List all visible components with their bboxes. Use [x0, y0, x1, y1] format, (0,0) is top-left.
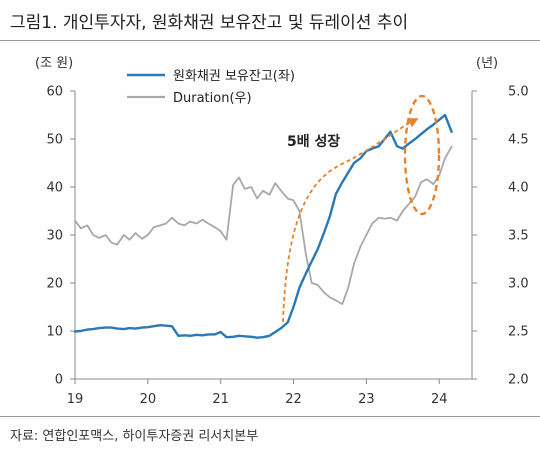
right-tick-label: 4.5: [508, 133, 529, 148]
left-tick-label: 30: [46, 229, 63, 244]
holdings-series-line: [73, 113, 453, 339]
figure-title: 그림1. 개인투자자, 원화채권 보유잔고 및 듀레이션 추이: [10, 13, 409, 33]
legend: 원화채권 보유잔고(좌) Duration(우): [127, 69, 295, 106]
left-tick-label: 0: [55, 373, 63, 388]
right-tick-label: 2.0: [508, 373, 529, 388]
x-tick-label: 22: [285, 392, 302, 407]
annotation: 5배 성장: [282, 94, 441, 323]
source-note: 자료: 연합인포맥스, 하이투자증권 리서치본부: [10, 429, 259, 444]
left-tick-label: 10: [46, 325, 63, 340]
left-axis-unit: (조 원): [35, 56, 73, 71]
right-tick-label: 2.5: [508, 325, 529, 340]
x-tick-label: 21: [212, 392, 229, 407]
annotation-ellipse: [403, 94, 441, 216]
left-tick-label: 40: [46, 181, 63, 196]
annotation-arrow: [282, 118, 419, 323]
left-tick-label: 50: [46, 133, 63, 148]
right-tick-label: 3.5: [508, 229, 529, 244]
title-divider: [0, 40, 540, 41]
x-tick-label: 24: [431, 392, 448, 407]
right-tick-label: 5.0: [508, 85, 529, 100]
x-tick-label: 19: [67, 392, 84, 407]
source-divider: [0, 416, 540, 417]
x-tick-label: 20: [140, 392, 157, 407]
x-tick-label: 23: [358, 392, 375, 407]
axes: 0 10 20 30 40 50 60 2.0 2.5 3.0 3.5 4.0 4.5 5.0 19 20 21…: [35, 56, 529, 407]
right-tick-label: 3.0: [508, 277, 529, 292]
right-axis-unit: (년): [476, 56, 498, 71]
legend-label-duration: Duration(우): [173, 91, 252, 106]
left-tick-label: 60: [46, 85, 63, 100]
annotation-label: 5배 성장: [287, 133, 340, 150]
legend-label-holdings: 원화채권 보유잔고(좌): [173, 69, 295, 84]
series-layer: [73, 113, 453, 339]
duration-series-line: [74, 145, 453, 306]
left-tick-label: 20: [46, 277, 63, 292]
right-tick-label: 4.0: [508, 181, 529, 196]
